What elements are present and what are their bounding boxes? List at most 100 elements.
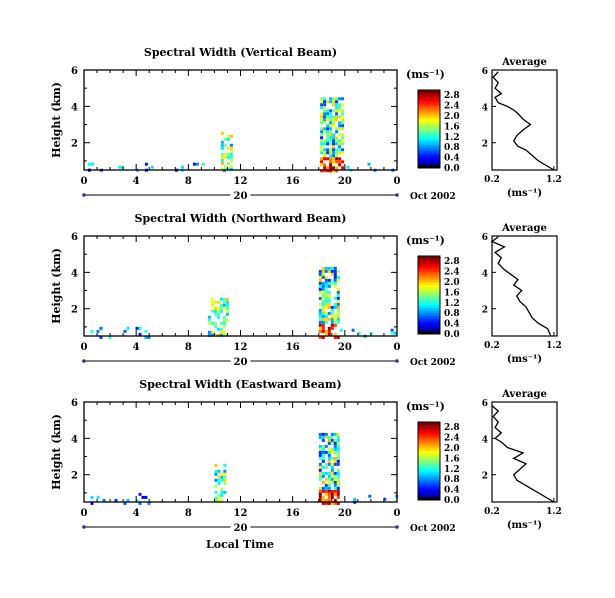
heatmap-cell	[220, 146, 224, 150]
heatmap-cell	[336, 432, 340, 436]
heatmap-cell	[321, 495, 325, 499]
colorbar-swatch	[418, 422, 440, 425]
heatmap-cell	[217, 469, 221, 473]
heatmap-cell	[318, 453, 322, 457]
heatmap-cell	[324, 299, 328, 303]
heatmap-cell	[321, 456, 325, 460]
heatmap-cell	[341, 109, 345, 113]
heatmap-cell	[214, 463, 218, 467]
average-x-tick-label: 1.2	[546, 507, 562, 517]
colorbar-swatch	[418, 116, 440, 119]
heatmap-cell	[135, 498, 139, 502]
heatmap-cell	[338, 157, 342, 161]
colorbar-swatch	[418, 484, 440, 488]
average-x-label: (ms⁻¹)	[507, 354, 542, 365]
colorbar-swatch	[418, 321, 440, 324]
heatmap-cell	[338, 109, 342, 113]
y-tick-label: 2	[71, 139, 78, 150]
heatmap-cell	[333, 266, 337, 270]
heatmap-cell	[318, 462, 322, 466]
heatmap-cell	[330, 477, 334, 481]
day-axis-end	[82, 359, 86, 363]
heatmap-cell	[323, 115, 327, 119]
heatmap-cell	[341, 136, 345, 140]
heatmap-cell	[210, 321, 214, 325]
heatmap-cell	[327, 480, 331, 484]
heatmap-cell	[210, 309, 214, 313]
colorbar-swatch	[418, 463, 440, 467]
heatmap-cell	[320, 118, 324, 122]
heatmap-cell	[329, 151, 333, 155]
heatmap-cell	[318, 308, 322, 312]
heatmap-cell	[326, 142, 330, 146]
heatmap-cell	[330, 450, 334, 454]
heatmap-cell	[336, 290, 340, 294]
heatmap-cell	[321, 284, 325, 288]
heatmap-cell	[330, 501, 334, 505]
heatmap-cell	[336, 320, 340, 324]
heatmap-cell	[332, 115, 336, 119]
heatmap-cell	[223, 481, 227, 485]
heatmap-cell	[332, 142, 336, 146]
average-y-tick-label: 4	[482, 269, 488, 279]
heatmap-cell	[333, 284, 337, 288]
colorbar-swatch	[418, 471, 440, 475]
heatmap-cell	[216, 306, 220, 310]
x-tick-label: 4	[133, 508, 140, 519]
heatmap-cell	[321, 296, 325, 300]
heatmap-cell	[213, 300, 217, 304]
colorbar-tick-label: 2.8	[444, 91, 460, 101]
heatmap-cell	[225, 312, 229, 316]
heatmap-cell	[336, 477, 340, 481]
heatmap-cell	[327, 459, 331, 463]
colorbar-swatch	[418, 424, 440, 428]
heatmap-cell	[326, 100, 330, 104]
heatmap-cell	[216, 300, 220, 304]
panel-title: Spectral Width (Eastward Beam)	[139, 378, 341, 391]
heatmap-cell	[324, 498, 328, 502]
colorbar-swatch	[418, 300, 440, 304]
heatmap-cell	[341, 151, 345, 155]
heatmap-cell	[324, 296, 328, 300]
heatmap-cell	[335, 160, 339, 164]
heatmap-cell	[324, 444, 328, 448]
average-x-label: (ms⁻¹)	[507, 188, 542, 199]
heatmap-cell	[335, 148, 339, 152]
heatmap-cell	[335, 151, 339, 155]
heatmap-cell	[320, 169, 324, 173]
day-axis-end	[395, 525, 399, 529]
heatmap-cell	[324, 278, 328, 282]
colorbar-swatch	[418, 136, 440, 140]
heatmap-cell	[229, 152, 233, 156]
heatmap-cell	[320, 145, 324, 149]
heatmap-cell	[219, 321, 223, 325]
heatmap-cell	[321, 293, 325, 297]
day-tick-label: 20	[234, 523, 248, 534]
heatmap-cell	[335, 127, 339, 131]
heatmap-cell	[333, 323, 337, 327]
heatmap-cell	[336, 489, 340, 493]
heatmap-cell	[324, 432, 328, 436]
heatmap-cell	[222, 315, 226, 319]
heatmap-cell	[339, 328, 343, 332]
heatmap-cell	[318, 477, 322, 481]
average-profile-line	[491, 405, 555, 503]
heatmap-cell	[324, 486, 328, 490]
heatmap-cell	[321, 311, 325, 315]
heatmap-cell	[332, 160, 336, 164]
heatmap-cell	[320, 148, 324, 152]
colorbar-swatch	[418, 147, 440, 151]
colorbar-swatch	[418, 442, 440, 446]
heatmap-cell	[346, 165, 350, 169]
colorbar-swatch	[418, 103, 440, 106]
heatmap-cell	[329, 127, 333, 131]
heatmap-cell	[321, 453, 325, 457]
heatmap-cell	[341, 148, 345, 152]
heatmap-cell	[332, 148, 336, 152]
heatmap-cell	[321, 320, 325, 324]
heatmap-cell	[327, 266, 331, 270]
heatmap-cell	[99, 335, 103, 339]
heatmap-cell	[333, 459, 337, 463]
heatmap-cell	[217, 493, 221, 497]
heatmap-cell	[332, 151, 336, 155]
